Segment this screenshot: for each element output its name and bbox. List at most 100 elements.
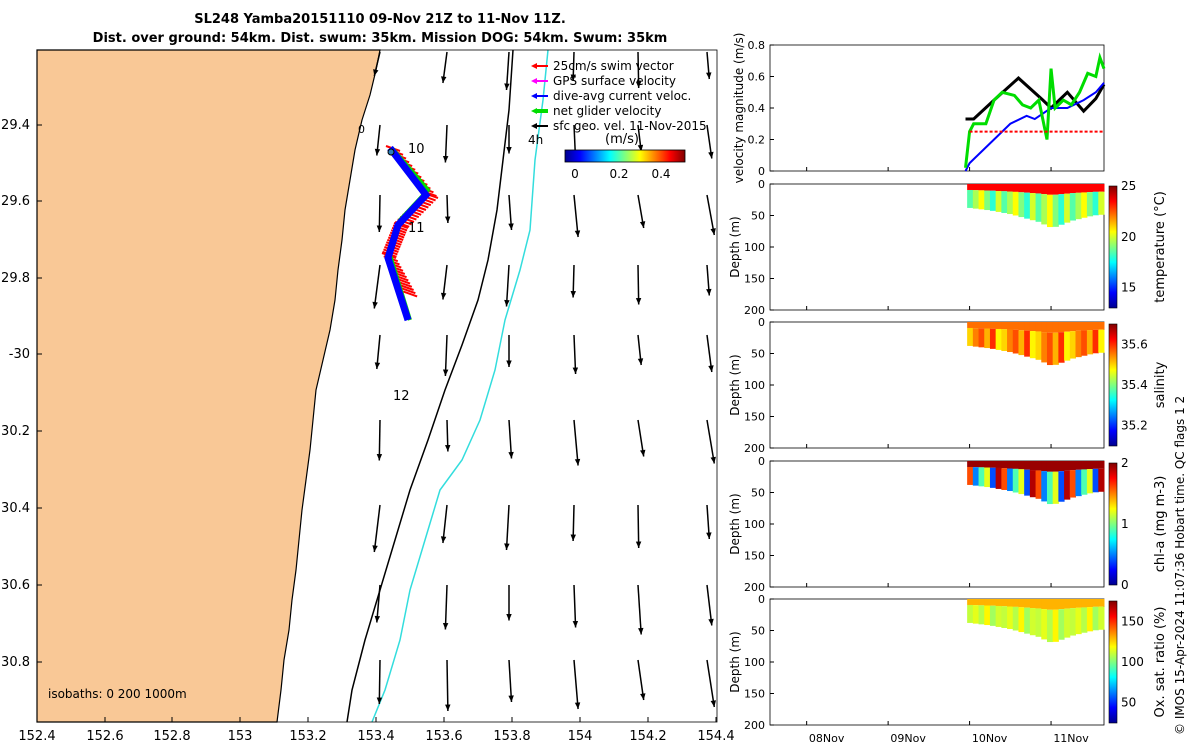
section-cell (1001, 461, 1008, 469)
section-cell (995, 461, 1002, 468)
section-cell (1058, 609, 1065, 640)
section-cell (1035, 322, 1042, 332)
current-arrow (637, 419, 646, 457)
current-arrow (572, 334, 579, 375)
x-day-label: 08Nov (809, 732, 845, 745)
lat-tick-label: 29.6 (1, 194, 30, 209)
section-cell (995, 190, 1002, 212)
y-tick-label: 0.2 (748, 134, 766, 147)
section-cell (1098, 184, 1105, 192)
velocity-series (965, 76, 1106, 121)
section-cell (1012, 329, 1019, 354)
section-cell (1046, 609, 1054, 643)
section-cell (1081, 461, 1088, 470)
section-cell (1052, 332, 1059, 365)
section-colorbar (1108, 185, 1118, 309)
section-cell (1046, 599, 1054, 610)
section-cell (995, 599, 1002, 606)
current-arrow (376, 419, 383, 461)
current-arrow (572, 584, 579, 628)
section-cell (984, 190, 991, 211)
section-cell (1012, 322, 1019, 330)
section-cell (1052, 471, 1059, 504)
section-cell (1029, 193, 1037, 221)
section-cell (984, 605, 991, 626)
current-arrow (706, 419, 716, 464)
section-panel: 0 50 100 150 200 0 1 2 Depth (m) chl-a (mg m-3) (728, 455, 1168, 594)
legend-label: net glider velocity (553, 104, 661, 118)
section-cell (1086, 322, 1094, 331)
current-arrow (508, 194, 514, 231)
section-cell (1098, 606, 1105, 630)
depth-tick-label: 200 (744, 581, 765, 594)
colorbar-title: (m/s) (605, 132, 639, 147)
lon-tick-label: 153.4 (357, 729, 394, 744)
section-colorbar (1108, 462, 1118, 586)
section-cell (1081, 607, 1088, 633)
current-arrow (637, 124, 644, 152)
legend-entry: net glider velocity (531, 104, 661, 118)
current-arrow (440, 264, 448, 300)
section-cell (1029, 599, 1037, 609)
section-cell (1064, 470, 1071, 500)
current-arrow (374, 584, 381, 623)
lon-tick-label: 154 (568, 729, 593, 744)
lon-tick-label: 153.6 (425, 729, 462, 744)
section-cell (1041, 609, 1048, 640)
section-cell (1024, 330, 1031, 357)
section-cell (1024, 192, 1031, 219)
section-cell (1092, 461, 1099, 469)
current-arrow (441, 51, 448, 84)
current-arrow (706, 51, 712, 80)
section-cell (1064, 608, 1071, 638)
section-cell (1092, 606, 1099, 631)
section-cell (1018, 461, 1025, 470)
current-arrow (372, 504, 381, 553)
lon-tick-label: 152.6 (86, 729, 123, 744)
legend-entry: sfc geo. vel. 11-Nov-2015 (531, 119, 707, 133)
lat-tick-label: 30.6 (1, 578, 30, 593)
section-cell (1029, 608, 1037, 636)
section-cell (1012, 468, 1019, 493)
lon-tick-label: 153.8 (493, 729, 530, 744)
current-arrow (442, 124, 449, 163)
section-cell (1001, 322, 1008, 330)
current-arrow (504, 504, 510, 551)
section-cell (972, 322, 980, 329)
section-cell (1041, 471, 1048, 502)
section-cell (972, 184, 980, 191)
lon-tick-label: 152.4 (18, 729, 55, 744)
section-cell (1024, 607, 1031, 634)
y-tick-label: 0 (758, 165, 765, 178)
current-arrow (508, 659, 514, 703)
isobaths-label: isobaths: 0 200 1000m (48, 687, 187, 701)
section-cell (1024, 322, 1031, 331)
current-arrow (635, 51, 642, 89)
lon-tick-label: 153 (228, 729, 253, 744)
current-arrow (637, 659, 646, 701)
lat-tick-label: 29.8 (1, 271, 30, 286)
current-arrow (508, 419, 514, 459)
depth-tick-label: 150 (744, 688, 765, 701)
variable-label: salinity (1153, 361, 1168, 408)
legend-entry: dive-avg current veloc. (531, 89, 691, 103)
lat-tick-label: -30 (9, 347, 30, 362)
current-arrow (376, 194, 383, 233)
section-cell (1058, 471, 1065, 502)
section-cell (1007, 329, 1014, 353)
section-cell (967, 327, 974, 346)
section-cell (984, 184, 991, 191)
current-arrow (570, 264, 577, 298)
section-cell (1058, 184, 1065, 195)
depth-tick-label: 150 (744, 273, 765, 286)
current-arrow (442, 584, 449, 630)
depth-tick-label: 0 (758, 178, 765, 191)
section-cell (972, 461, 980, 468)
depth-tick-label: 100 (744, 656, 765, 669)
section-cell (1092, 191, 1099, 216)
current-arrow (706, 264, 712, 296)
section-cell (1064, 184, 1071, 194)
section-cell (1046, 461, 1054, 472)
section-cell (1086, 192, 1094, 217)
